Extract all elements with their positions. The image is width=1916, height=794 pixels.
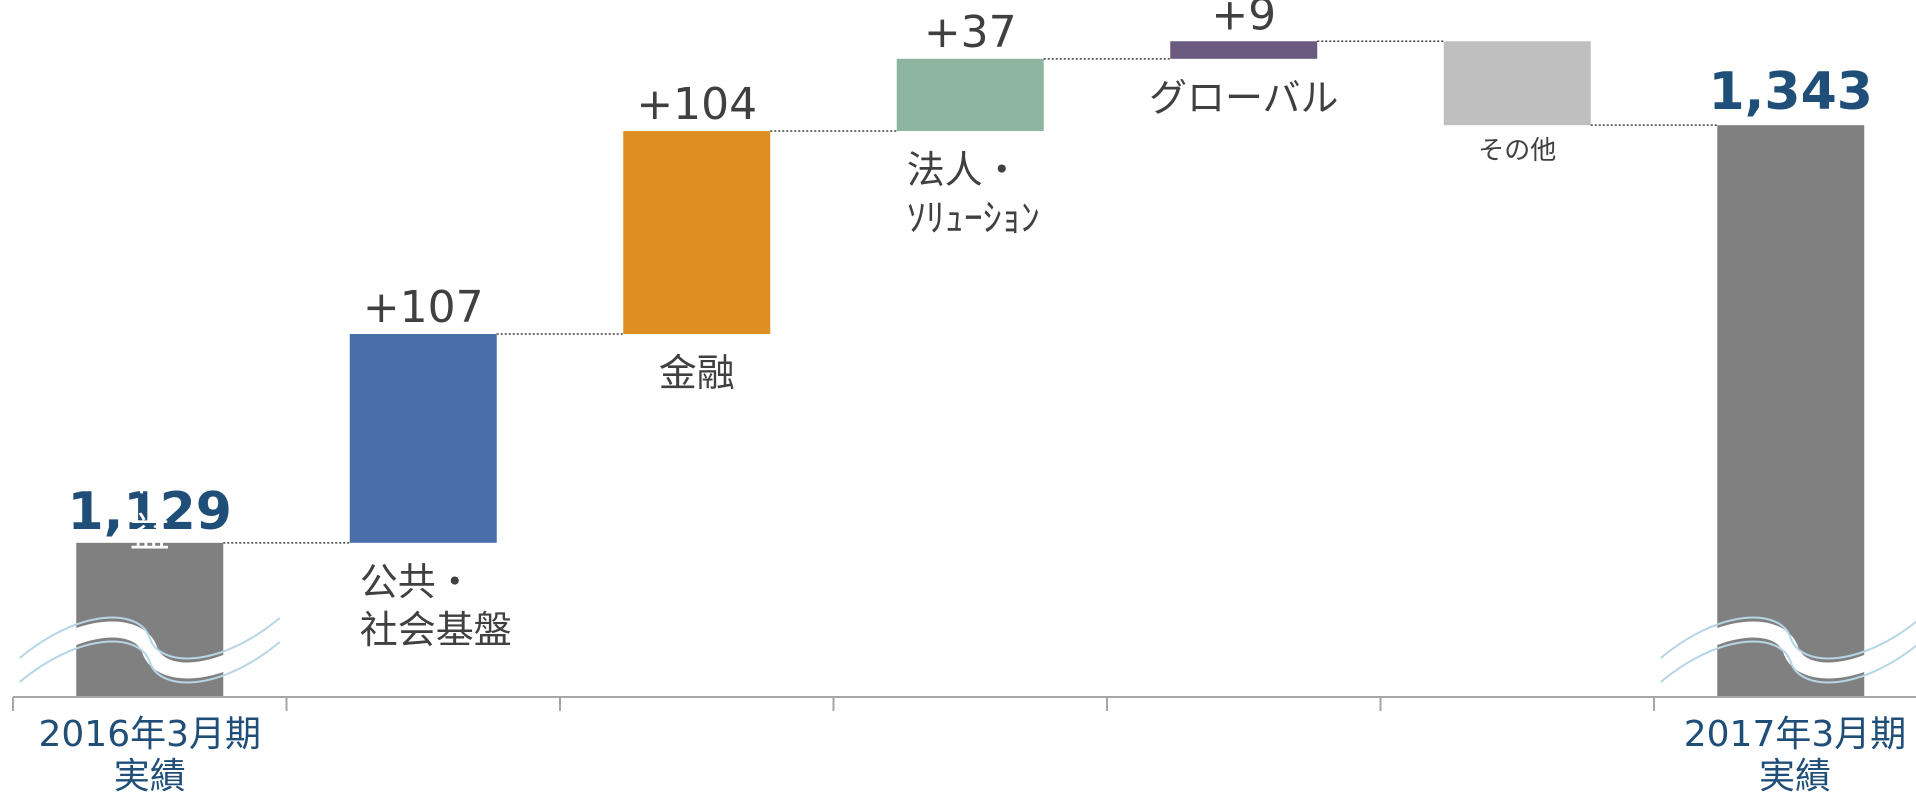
break-line-lower [19,640,281,684]
break-line-upper [1660,616,1916,660]
break-band [14,621,285,679]
category-label: グローバル [1149,76,1339,120]
delta-bar-5 [1443,41,1591,126]
category-label: 公共・ [360,560,474,604]
delta-value-label: +9 [1211,0,1276,40]
break-band [1655,621,1916,679]
axis-break-mark-end [1655,616,1916,684]
end-total-value-label: 1,343 [1709,62,1873,122]
break-line-lower [1660,640,1916,684]
end-total-bar [1717,125,1865,697]
delta-value-label: +37 [924,7,1017,58]
delta-value-label: +104 [636,79,757,130]
delta-value-label: +107 [363,282,484,333]
x-tick-label-start: 実績 [114,756,186,794]
category-label: 法人・ [907,148,1021,192]
start-bar-text: 営業利益 [130,342,170,556]
x-tick-label-end: 2017年3月期 [1684,714,1907,755]
category-label: その他 [1478,136,1556,166]
x-tick-label-start: 2016年3月期 [38,714,261,755]
delta-bar-3 [896,58,1044,132]
category-label: 社会基盤 [360,608,512,652]
category-label: 金融 [659,351,735,395]
start-total-value-label: 1,129 [68,482,232,542]
delta-bar-2 [623,131,771,334]
delta-bar-4 [1170,41,1318,59]
delta-bar-1 [349,334,497,543]
category-label: ｿﾘｭｰｼｮﾝ [907,196,1040,240]
break-line-upper [19,616,281,660]
axis-break-mark-start [14,616,285,684]
x-tick-label-end: 実績 [1759,756,1831,794]
